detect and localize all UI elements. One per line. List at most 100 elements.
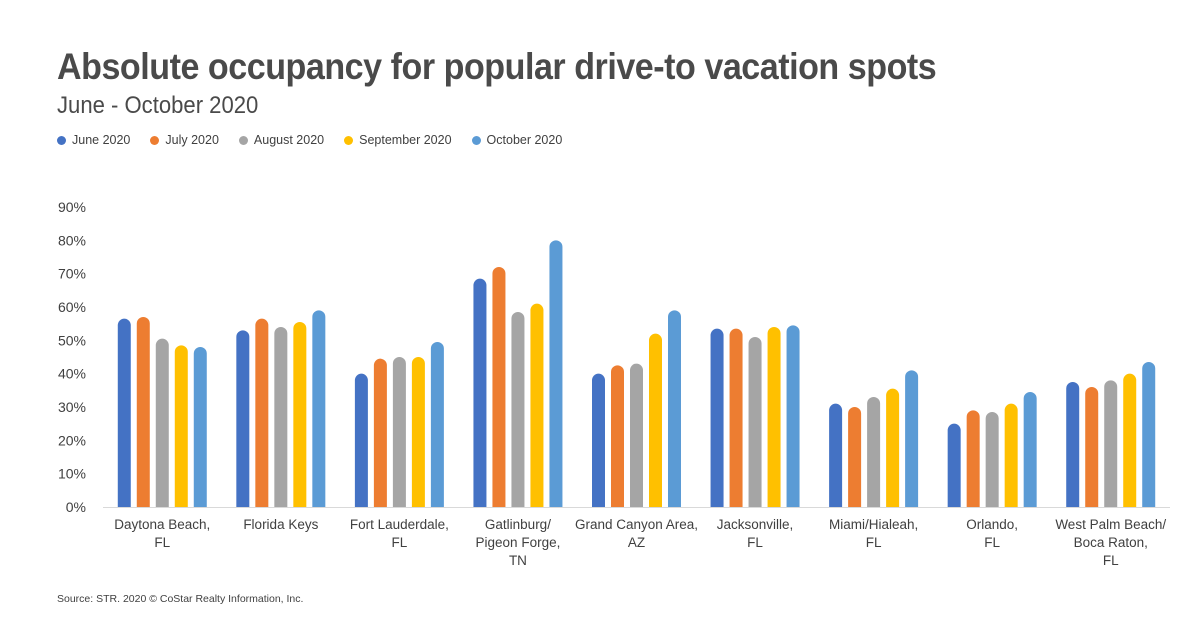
bar <box>174 345 188 507</box>
source-note: Source: STR. 2020 © CoStar Realty Inform… <box>57 593 304 605</box>
x-category-label: Daytona Beach, FL <box>114 517 210 550</box>
bar <box>373 358 387 507</box>
bar <box>1104 380 1118 507</box>
y-tick-label: 70% <box>58 266 86 282</box>
bar <box>473 278 487 507</box>
bar <box>274 327 288 507</box>
bar <box>354 373 368 507</box>
bar <box>136 317 150 507</box>
bar <box>947 423 961 507</box>
y-tick-label: 50% <box>58 332 86 348</box>
x-category-label: Gatlinburg/Pigeon Forge, TN <box>476 517 561 568</box>
bar <box>829 403 843 507</box>
x-category-label: West Palm Beach/Boca Raton, FL <box>1055 517 1166 568</box>
x-category-label-line: Gatlinburg/ <box>485 517 551 532</box>
x-category-label-line: Orlando, <box>966 517 1018 532</box>
bar <box>905 370 919 507</box>
legend-marker <box>471 135 481 145</box>
y-tick-label: 40% <box>58 366 86 382</box>
y-tick-label: 60% <box>58 299 86 315</box>
legend-label: September 2020 <box>359 133 452 147</box>
x-category-label: Florida Keys <box>243 517 318 532</box>
bar <box>255 318 269 507</box>
legend-item-july: July 2020 <box>150 133 219 147</box>
bar <box>886 388 900 507</box>
x-category-label-line: FL <box>392 535 408 550</box>
bar <box>611 365 624 507</box>
bar <box>236 330 250 507</box>
bar <box>1085 387 1099 507</box>
legend-marker <box>344 135 354 145</box>
bar <box>117 318 131 507</box>
legend-label: June 2020 <box>72 133 131 147</box>
x-category-label: Fort Lauderdale, FL <box>350 517 449 550</box>
bar <box>848 407 862 507</box>
bar <box>511 312 525 507</box>
bar <box>549 240 563 507</box>
chart-title: Absolute occupancy for popular drive-to … <box>57 46 937 87</box>
bar <box>293 322 307 507</box>
x-category-label-line: FL <box>1103 553 1119 568</box>
bar <box>1066 382 1080 507</box>
bar <box>530 303 544 507</box>
y-tick-label: 90% <box>58 199 86 215</box>
bar <box>411 357 425 507</box>
bar <box>492 267 506 507</box>
legend-marker <box>150 135 160 145</box>
bar <box>966 410 980 507</box>
x-category-label-line: FL <box>154 535 170 550</box>
x-category-label-line: Fort Lauderdale, <box>350 517 449 532</box>
x-category-label-line: West Palm Beach/ <box>1055 517 1166 532</box>
bar <box>630 363 643 507</box>
bar <box>748 337 762 507</box>
legend-label: July 2020 <box>165 133 219 147</box>
x-category-label: Grand Canyon Area, AZ <box>575 517 698 550</box>
bar <box>786 325 800 507</box>
legend-marker <box>57 135 66 145</box>
bar <box>392 357 406 507</box>
legend-item-june: June 2020 <box>57 133 130 147</box>
bar <box>1123 373 1137 507</box>
x-category-label-line: Miami/Hialeah, <box>829 517 918 532</box>
x-category-label: Orlando, FL <box>966 517 1018 550</box>
x-category-label-line: Florida Keys <box>243 517 318 532</box>
x-category-label-line: Boca Raton, <box>1074 535 1148 550</box>
bar <box>710 328 724 507</box>
bar <box>155 338 169 507</box>
x-category-label-line: Daytona Beach, <box>114 517 210 532</box>
y-tick-label: 30% <box>58 399 86 415</box>
y-tick-label: 20% <box>58 432 86 448</box>
bar <box>193 347 207 507</box>
legend-item-october: October 2020 <box>471 133 563 147</box>
bar <box>867 397 881 507</box>
y-tick-label: 0% <box>66 499 86 515</box>
bar <box>430 342 444 507</box>
legend-item-september: September 2020 <box>344 133 452 147</box>
x-category-label-line: Pigeon Forge, <box>476 535 561 550</box>
bar <box>668 310 681 507</box>
x-category-label-line: Jacksonville, <box>717 517 794 532</box>
x-category-label-line: FL <box>984 535 1000 550</box>
legend: June 2020 July 2020 August 2020 Septembe… <box>57 133 582 147</box>
legend-label: October 2020 <box>486 133 563 147</box>
y-tick-label: 10% <box>58 466 86 482</box>
x-category-label: Miami/Hialeah, FL <box>829 517 918 550</box>
x-category-label-line: AZ <box>628 535 645 550</box>
x-category-label-line: FL <box>866 535 882 550</box>
bar <box>729 328 743 507</box>
chart-subtitle: June - October 2020 <box>57 92 259 119</box>
bar <box>649 333 662 507</box>
x-category-label-line: Grand Canyon Area, <box>575 517 698 532</box>
legend-marker <box>238 135 248 145</box>
legend-label: August 2020 <box>253 133 325 147</box>
bar <box>592 373 605 507</box>
x-category-label-line: TN <box>509 553 527 568</box>
bar <box>1004 403 1018 507</box>
legend-item-august: August 2020 <box>238 133 325 147</box>
bar <box>767 327 781 507</box>
bar <box>1142 362 1156 507</box>
x-category-label-line: FL <box>747 535 763 550</box>
bar <box>1023 392 1037 507</box>
y-tick-label: 80% <box>58 232 86 248</box>
